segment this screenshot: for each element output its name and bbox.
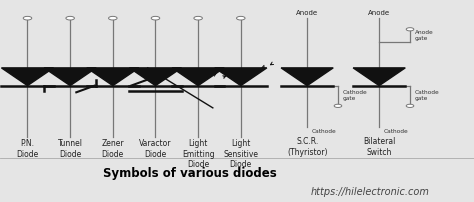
Circle shape	[151, 16, 160, 20]
Text: Cathode: Cathode	[312, 129, 337, 134]
Polygon shape	[129, 68, 182, 86]
Polygon shape	[353, 68, 405, 86]
Text: Anode
gate: Anode gate	[415, 30, 434, 41]
Circle shape	[406, 28, 414, 31]
Polygon shape	[87, 68, 139, 86]
Text: Zener
Diode: Zener Diode	[101, 139, 124, 159]
Polygon shape	[281, 68, 333, 86]
Circle shape	[406, 104, 414, 107]
Text: Light
Sensitive
Diode: Light Sensitive Diode	[223, 139, 258, 169]
Text: Cathode
gate: Cathode gate	[343, 90, 367, 101]
Text: https://hilelectronic.com: https://hilelectronic.com	[310, 187, 429, 197]
Circle shape	[194, 16, 202, 20]
Text: Light
Emitting
Diode: Light Emitting Diode	[182, 139, 214, 169]
Text: Bilateral
Switch: Bilateral Switch	[363, 137, 395, 157]
Text: P.N.
Diode: P.N. Diode	[17, 139, 38, 159]
Text: Anode: Anode	[296, 10, 318, 16]
Circle shape	[109, 16, 117, 20]
Text: Varactor
Diode: Varactor Diode	[139, 139, 172, 159]
Text: Symbols of various diodes: Symbols of various diodes	[103, 167, 276, 180]
Polygon shape	[172, 68, 224, 86]
Circle shape	[23, 16, 32, 20]
Text: Cathode
gate: Cathode gate	[415, 90, 439, 101]
Circle shape	[66, 16, 74, 20]
Circle shape	[237, 16, 245, 20]
Text: Cathode: Cathode	[384, 129, 409, 134]
Polygon shape	[1, 68, 54, 86]
Text: Tunnel
Diode: Tunnel Diode	[58, 139, 82, 159]
Text: Anode: Anode	[368, 10, 390, 16]
Polygon shape	[215, 68, 267, 86]
Circle shape	[334, 104, 342, 107]
Text: S.C.R.
(Thyristor): S.C.R. (Thyristor)	[287, 137, 328, 157]
Polygon shape	[44, 68, 96, 86]
